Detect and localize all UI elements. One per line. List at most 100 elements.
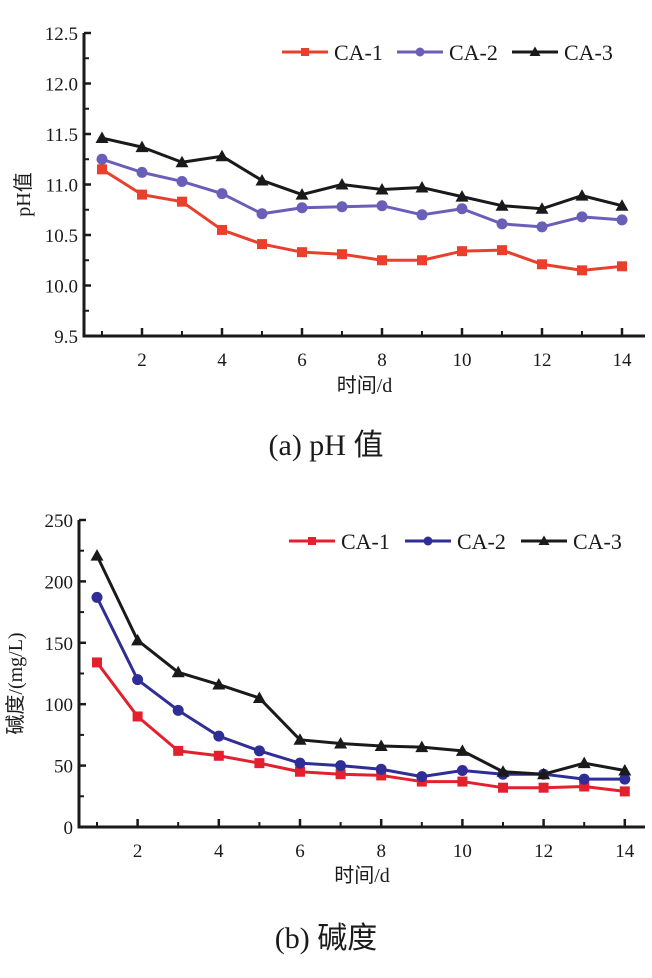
data-point <box>96 153 108 165</box>
legend-marker <box>308 537 316 545</box>
chart-ph: 9.5 10.0 10.5 11.0 11.5 12.0 12.5 2 4 6 8 10 12 14 时间/… <box>12 24 645 462</box>
series-line <box>101 136 623 211</box>
y-tick-label: 10.5 <box>45 226 78 247</box>
data-point <box>256 208 268 220</box>
data-point <box>296 202 308 214</box>
data-point <box>215 149 229 162</box>
legend-label: CA-2 <box>457 529 506 554</box>
data-point <box>136 166 148 178</box>
data-point <box>498 782 508 793</box>
data-point <box>577 756 591 769</box>
series-ca-3 <box>90 549 632 780</box>
data-point <box>416 209 428 221</box>
data-point <box>135 140 149 153</box>
x-tick-label: 2 <box>133 841 143 862</box>
data-point <box>335 178 349 190</box>
data-point <box>213 750 224 761</box>
data-point <box>619 786 630 797</box>
y-tick-label: 12.0 <box>45 75 78 96</box>
data-point <box>417 255 427 266</box>
data-point <box>177 196 187 207</box>
data-point <box>131 633 145 646</box>
data-point <box>537 259 547 270</box>
series-ca-2 <box>96 153 628 233</box>
y-tick-label: 50 <box>54 757 73 778</box>
x-tick-label: 14 <box>613 350 633 371</box>
y-tick-label: 11.0 <box>45 176 78 197</box>
data-point <box>335 769 346 780</box>
data-point <box>334 736 348 749</box>
y-tick-label: 12.5 <box>45 24 78 45</box>
data-point <box>577 265 587 276</box>
data-point <box>538 782 549 793</box>
data-point <box>91 591 103 603</box>
x-tick-label: 14 <box>615 841 635 862</box>
x-tick-label: 10 <box>453 841 472 862</box>
series-line <box>101 168 623 272</box>
series-line <box>95 661 625 793</box>
data-point <box>337 249 347 260</box>
data-point <box>376 770 387 781</box>
x-tick-label: 10 <box>453 350 472 371</box>
y-axis-title: 碱度/(mg/L) <box>4 632 27 734</box>
data-point <box>212 678 226 690</box>
data-point <box>495 199 509 211</box>
data-point <box>536 221 548 233</box>
data-point <box>415 181 429 193</box>
x-axis-title: 时间/d <box>334 864 390 887</box>
data-point <box>376 200 388 212</box>
data-point <box>615 199 629 211</box>
x-axis-title: 时间/d <box>337 374 393 397</box>
series-ca-3 <box>95 131 629 214</box>
data-point <box>176 175 188 187</box>
data-point <box>415 740 429 753</box>
data-point <box>253 745 265 757</box>
data-point <box>97 164 107 175</box>
x-tick-label: 8 <box>377 350 387 371</box>
legend-item-ca-3: CA-3 <box>512 40 613 65</box>
data-point <box>213 730 225 742</box>
legend-label: CA-3 <box>564 40 613 65</box>
data-point <box>335 760 347 772</box>
series-ca-1 <box>92 657 630 797</box>
legend-marker <box>423 536 433 546</box>
legend-item-ca-2: CA-2 <box>397 40 498 65</box>
data-point <box>579 781 590 792</box>
y-tick-label: 150 <box>45 634 74 655</box>
legend-marker <box>415 47 425 57</box>
data-point <box>616 214 628 226</box>
data-point <box>456 765 468 777</box>
data-point <box>252 691 266 704</box>
data-point <box>578 773 590 785</box>
data-point <box>294 757 306 769</box>
data-point <box>295 766 305 777</box>
data-point <box>416 771 428 783</box>
data-point <box>293 733 307 745</box>
x-tick-label: 8 <box>376 841 386 862</box>
data-point <box>455 744 469 756</box>
data-point <box>457 246 467 257</box>
data-point <box>132 711 143 722</box>
data-point <box>619 773 631 785</box>
x-tick-label: 4 <box>214 841 224 862</box>
data-point <box>173 745 184 756</box>
series-line <box>95 554 626 776</box>
data-point <box>175 155 189 168</box>
y-tick-label: 11.5 <box>45 125 78 146</box>
data-point <box>90 549 104 561</box>
data-point <box>576 211 588 223</box>
data-point <box>297 247 307 258</box>
data-point <box>95 131 109 144</box>
legend-marker <box>301 48 309 56</box>
data-point <box>618 764 632 776</box>
x-tick-label: 12 <box>533 350 552 371</box>
chart-alkalinity: 0 50 100 150 200 250 2 4 6 8 10 12 14 时间/d 碱度/(mg/L) CA… <box>4 511 645 955</box>
data-point <box>535 202 549 214</box>
x-tick-label: 4 <box>217 350 227 371</box>
series-ca-2 <box>91 591 631 785</box>
legend-label: CA-3 <box>573 529 622 554</box>
legend-item-ca-3: CA-3 <box>521 529 622 554</box>
x-tick-label: 6 <box>295 841 305 862</box>
x-tick-label: 12 <box>534 841 553 862</box>
